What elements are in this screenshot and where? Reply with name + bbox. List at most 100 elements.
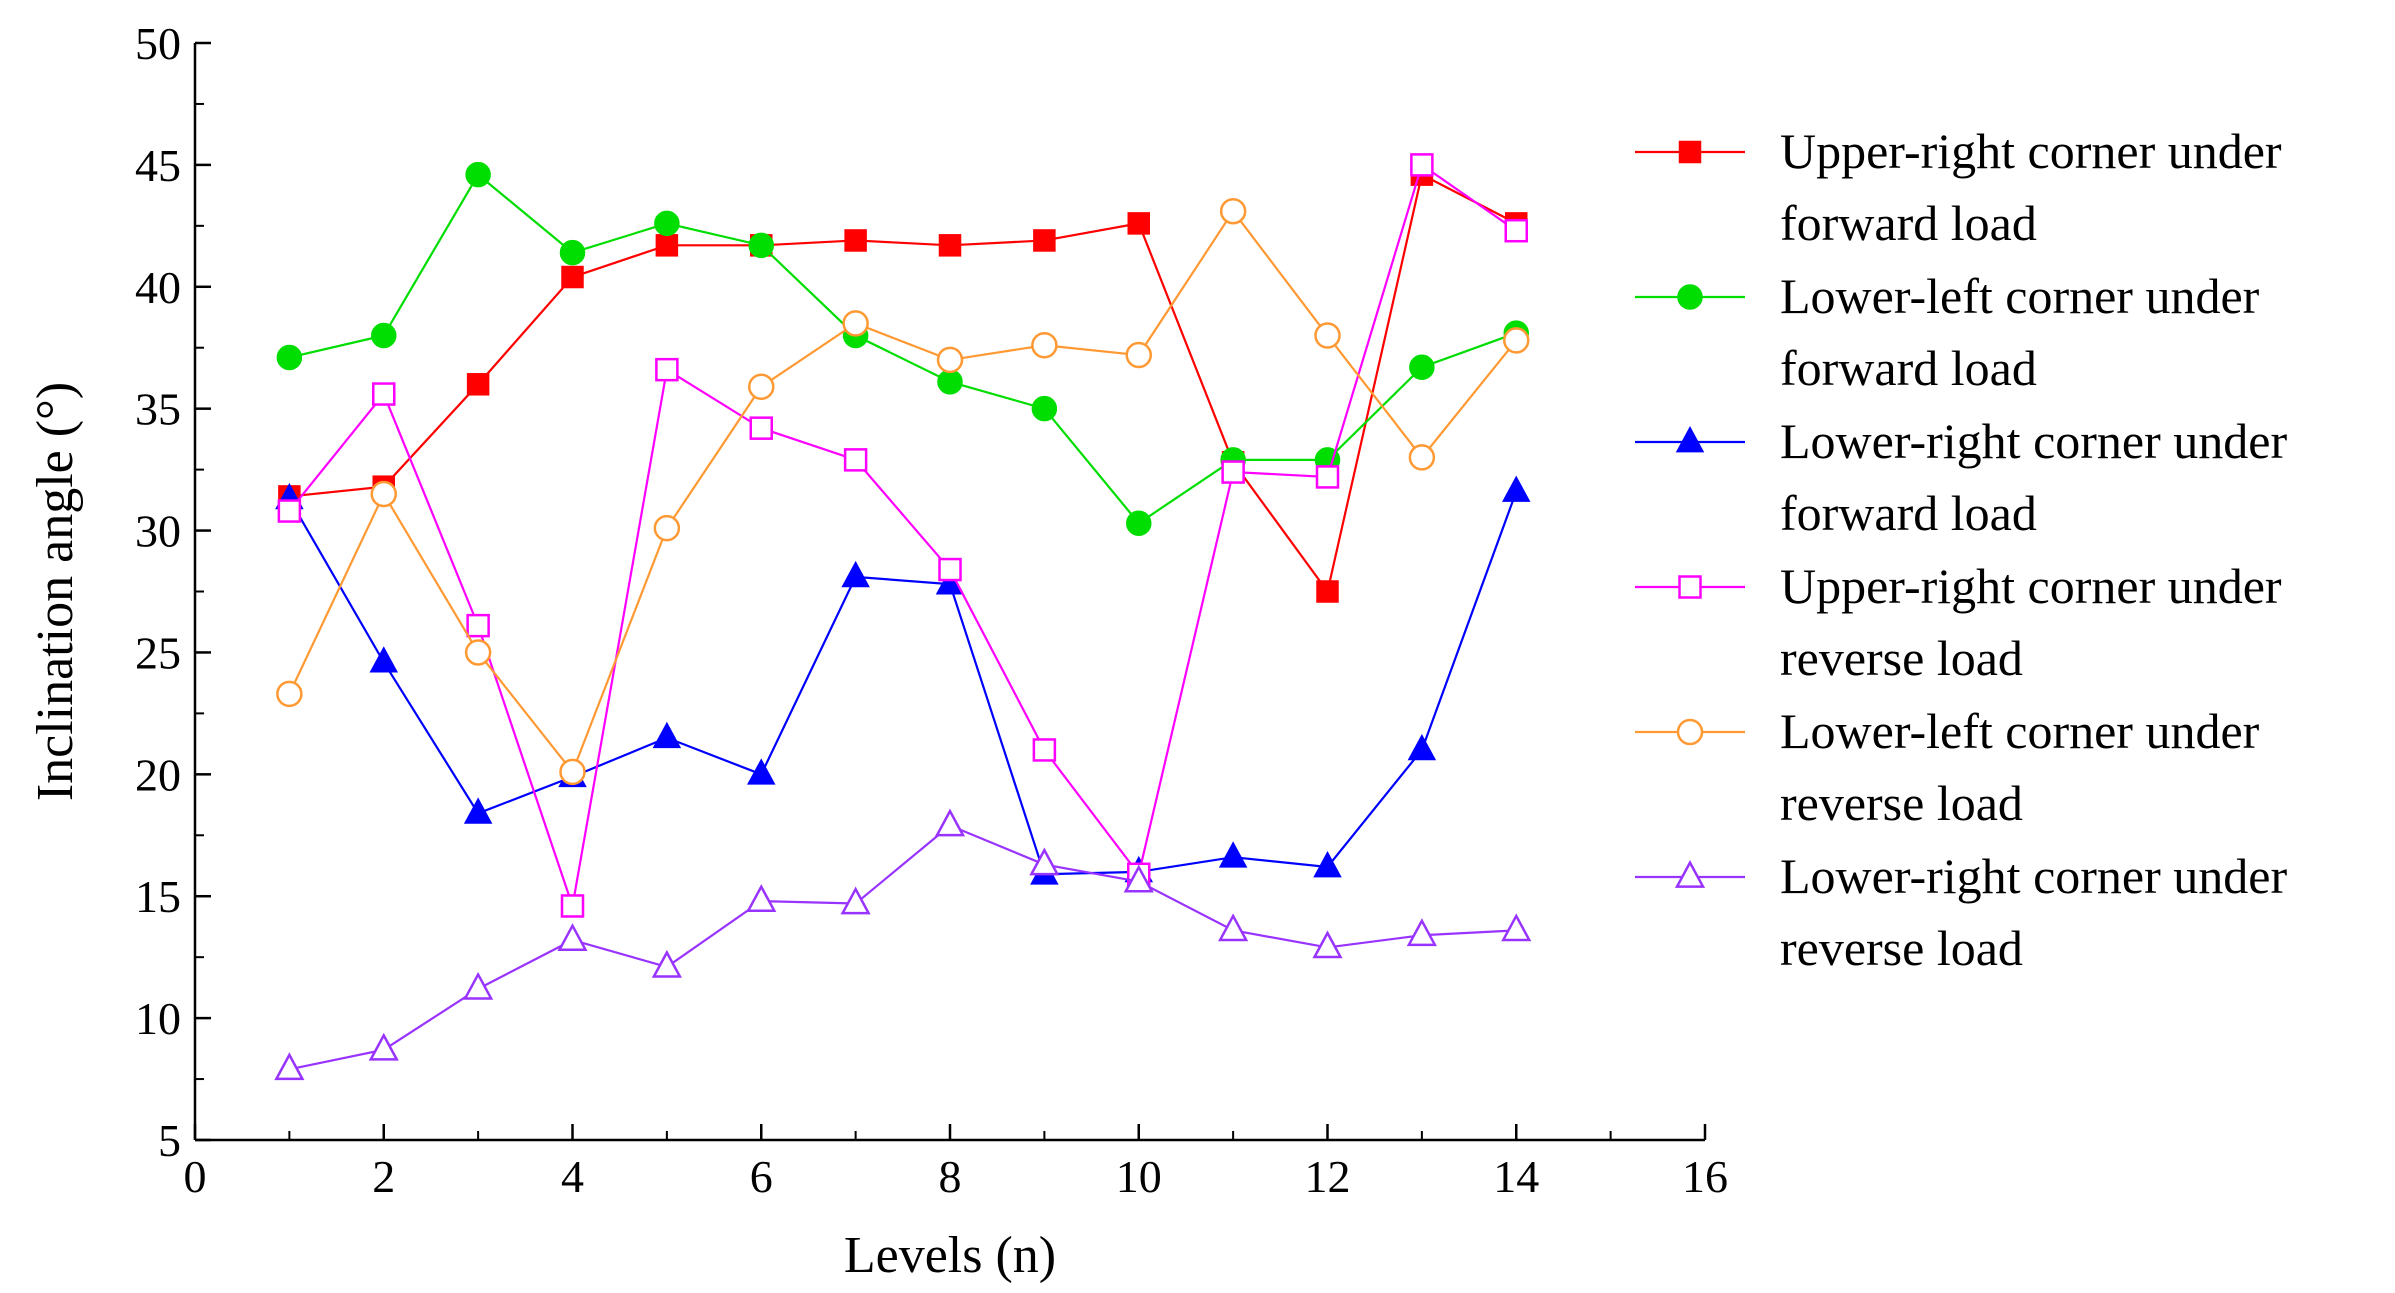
axes: 0 2 4 6 8 10 12 14 16 5 10 15 20 25 30 35 40 45 50 Levels (… <box>27 18 1728 1284</box>
data-point <box>1406 918 1437 947</box>
series-6 <box>274 808 1532 1081</box>
data-point <box>746 758 776 785</box>
series-line <box>289 172 1517 525</box>
data-point <box>1312 930 1343 959</box>
data-point <box>369 646 399 673</box>
y-tick-label: 40 <box>135 262 181 313</box>
data-point <box>1125 341 1152 369</box>
y-tick-label: 5 <box>158 1115 181 1166</box>
series-line <box>289 824 1517 1071</box>
x-tick-label: 6 <box>750 1151 773 1202</box>
data-point <box>1504 218 1528 243</box>
data-point <box>1314 322 1341 349</box>
data-point <box>560 894 585 918</box>
data-point <box>559 758 586 786</box>
data-point <box>463 971 494 1000</box>
data-point <box>1501 913 1532 942</box>
legend-label: Lower-right corner under <box>1780 848 2287 904</box>
legend-label: reverse load <box>1780 920 2023 976</box>
y-tick-label: 25 <box>135 627 181 678</box>
legend-entry-5: Lower-left corner under reverse load <box>1635 703 2260 831</box>
legend-entry-1: Upper-right corner under forward load <box>1635 123 2282 251</box>
x-tick-label: 2 <box>372 1151 395 1202</box>
data-point <box>1313 850 1342 878</box>
legend-entry-3: Lower-right corner under forward load <box>1635 413 2287 541</box>
legend-label: forward load <box>1780 340 2037 396</box>
legend-label: forward load <box>1780 195 2037 251</box>
legend-label: reverse load <box>1780 630 2023 686</box>
legend-label: Lower-left corner under <box>1780 268 2260 324</box>
data-point <box>840 886 871 915</box>
data-point <box>464 639 492 666</box>
data-point <box>1031 332 1058 359</box>
data-point <box>1315 465 1340 489</box>
data-point <box>651 949 682 978</box>
data-point <box>1501 475 1531 502</box>
legend-label: Lower-left corner under <box>1780 703 2260 759</box>
plot-area <box>274 153 1532 1081</box>
x-tick-label: 0 <box>184 1151 207 1202</box>
series-line <box>289 173 1517 595</box>
x-tick-label: 14 <box>1493 1151 1539 1202</box>
data-point <box>655 234 679 257</box>
data-point <box>934 808 966 837</box>
data-point <box>655 357 679 382</box>
data-point <box>1503 327 1530 354</box>
data-point <box>372 382 396 406</box>
legend-marker <box>1676 718 1704 746</box>
data-point <box>1218 913 1249 942</box>
legend-entry-2: Lower-left corner under forward load <box>1635 268 2260 396</box>
legend-label: Upper-right corner under <box>1780 123 2282 179</box>
data-point <box>844 229 867 252</box>
y-tick-label: 45 <box>135 140 181 191</box>
data-point <box>274 1052 305 1081</box>
legend-marker <box>1678 575 1702 599</box>
data-point <box>936 346 964 374</box>
data-point <box>1218 841 1248 868</box>
legend-label: Upper-right corner under <box>1780 558 2282 614</box>
data-point <box>561 265 584 289</box>
series-3 <box>275 475 1531 885</box>
data-point <box>557 923 588 951</box>
y-axis-title: Inclination angle (°) <box>27 382 84 801</box>
data-point <box>937 369 963 395</box>
series-1 <box>278 163 1528 603</box>
legend-marker <box>1675 426 1705 453</box>
data-point <box>843 448 868 472</box>
y-tick-label: 30 <box>135 506 181 557</box>
data-point <box>276 680 303 708</box>
data-point <box>749 416 773 440</box>
y-tick-label: 50 <box>135 18 181 69</box>
data-point <box>1219 197 1247 225</box>
data-point <box>1221 460 1245 484</box>
y-tick-label: 35 <box>135 384 181 435</box>
data-point <box>1127 212 1150 235</box>
x-axis-title: Levels (n) <box>844 1227 1056 1284</box>
data-point <box>1123 864 1154 893</box>
legend-marker <box>1674 859 1706 888</box>
series-line <box>288 491 1518 876</box>
x-tick-label: 12 <box>1305 1151 1351 1202</box>
legend-marker <box>1678 140 1702 164</box>
data-point <box>842 310 869 337</box>
x-tick-label: 4 <box>561 1151 584 1202</box>
y-tick-label: 15 <box>135 871 181 922</box>
data-point <box>1033 229 1056 252</box>
data-point <box>1032 738 1057 762</box>
data-point <box>559 239 586 266</box>
data-point <box>466 373 490 396</box>
data-point <box>654 210 680 237</box>
data-point <box>465 161 491 188</box>
x-tick-label: 10 <box>1116 1151 1162 1202</box>
series-line <box>288 163 1517 907</box>
x-tick-label: 8 <box>939 1151 962 1202</box>
data-point <box>1031 395 1058 422</box>
legend-label: forward load <box>1780 485 2037 541</box>
data-point <box>653 514 681 542</box>
y-tick-label: 20 <box>135 749 181 800</box>
data-point <box>1409 354 1435 380</box>
data-point <box>1029 847 1060 876</box>
data-point <box>370 480 397 508</box>
series-line <box>288 209 1518 775</box>
